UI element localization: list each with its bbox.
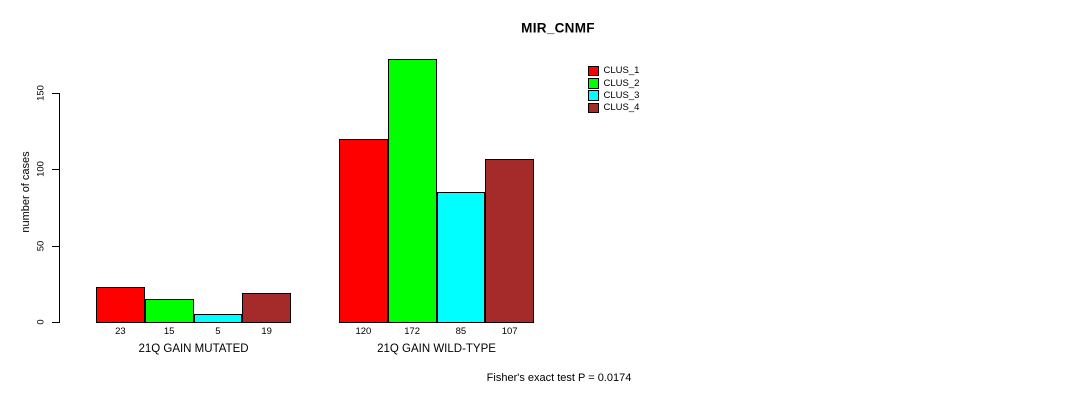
legend: CLUS_1 CLUS_2 CLUS_3 CLUS_4 bbox=[588, 65, 639, 114]
bar-value-label: 85 bbox=[455, 325, 467, 337]
y-tick-label: 150 bbox=[35, 85, 47, 101]
bar-clus_3-2 bbox=[436, 192, 486, 323]
group-label: 21Q GAIN WILD-TYPE bbox=[377, 343, 496, 355]
legend-item-clus_4: CLUS_4 bbox=[588, 102, 639, 114]
legend-swatch-clus_2 bbox=[588, 78, 599, 89]
legend-item-clus_2: CLUS_2 bbox=[588, 77, 639, 89]
y-axis-title: number of cases bbox=[20, 151, 32, 233]
y-tick bbox=[52, 169, 59, 171]
legend-label: CLUS_2 bbox=[603, 77, 640, 89]
bar-clus_4-2 bbox=[485, 158, 534, 323]
y-axis-line bbox=[59, 93, 60, 323]
bar-clus_1-2 bbox=[339, 138, 388, 323]
legend-swatch-clus_4 bbox=[588, 102, 599, 114]
y-tick-label: 100 bbox=[35, 161, 47, 178]
legend-item-clus_1: CLUS_1 bbox=[588, 65, 639, 77]
y-tick bbox=[52, 322, 59, 323]
bar-value-label: 172 bbox=[404, 325, 421, 337]
bar-clus_3-1 bbox=[193, 314, 243, 323]
bar-value-label: 107 bbox=[501, 325, 518, 337]
y-tick bbox=[52, 245, 59, 247]
bar-clus_1-1 bbox=[96, 286, 145, 323]
legend-label: CLUS_4 bbox=[603, 102, 640, 114]
y-tick bbox=[52, 93, 59, 94]
legend-item-clus_3: CLUS_3 bbox=[588, 90, 639, 102]
bar-value-label: 19 bbox=[261, 325, 272, 337]
legend-swatch-clus_3 bbox=[588, 90, 599, 101]
bar-value-label: 23 bbox=[115, 325, 126, 337]
fisher-test-annotation: Fisher's exact test P = 0.0174 bbox=[486, 372, 632, 384]
group-label: 21Q GAIN MUTATED bbox=[138, 343, 249, 355]
bar-value-label: 5 bbox=[215, 325, 221, 337]
bar-clus_2-1 bbox=[144, 299, 194, 323]
y-tick-label: 0 bbox=[35, 319, 47, 325]
legend-label: CLUS_1 bbox=[603, 65, 640, 77]
bar-clus_4-1 bbox=[242, 292, 291, 323]
chart-title: MIR_CNMF bbox=[521, 20, 595, 36]
legend-swatch-clus_1 bbox=[588, 65, 599, 77]
y-tick-label: 50 bbox=[35, 240, 47, 251]
bar-value-label: 120 bbox=[355, 325, 372, 337]
bar-clus_2-2 bbox=[387, 59, 437, 323]
legend-label: CLUS_3 bbox=[603, 89, 640, 101]
bar-value-label: 15 bbox=[163, 325, 175, 337]
